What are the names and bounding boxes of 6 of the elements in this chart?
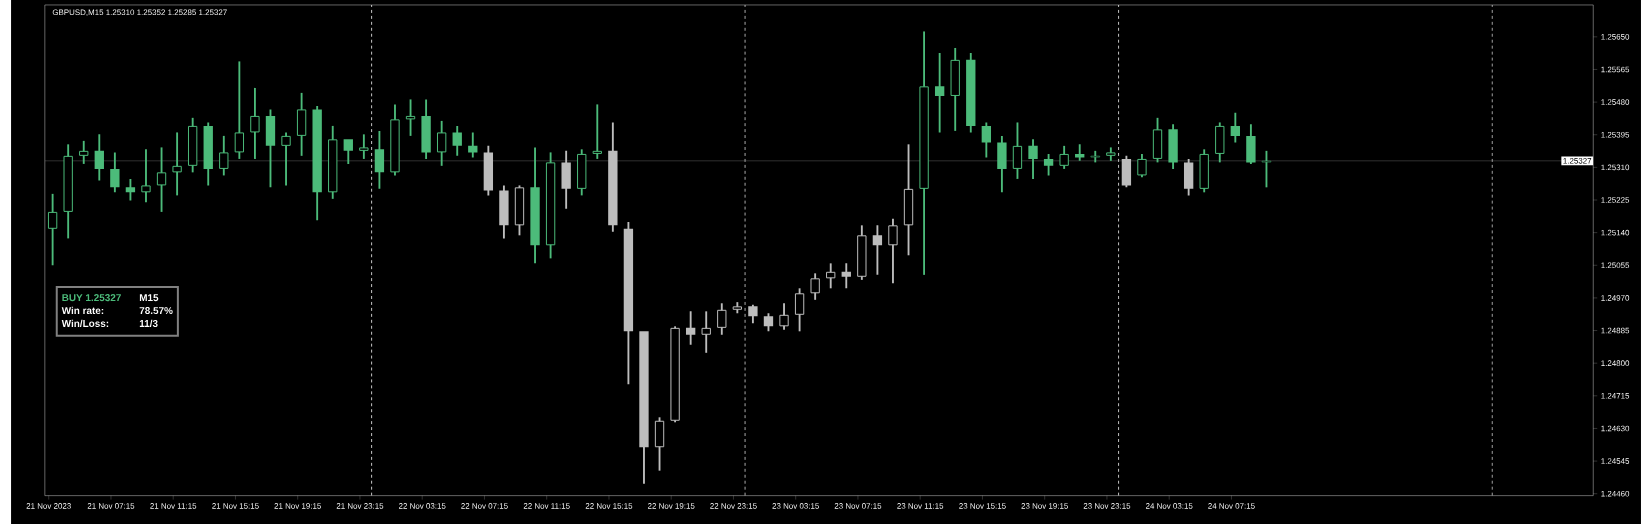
annotation: Win rate: bbox=[61, 306, 104, 314]
annotation: 11/3 bbox=[139, 319, 158, 327]
annotation: M15 bbox=[139, 294, 159, 301]
annotation: BUY 1.25327 bbox=[62, 293, 121, 301]
annotation: 78.57% bbox=[139, 306, 173, 314]
annotation: Win/Loss: bbox=[61, 319, 109, 327]
